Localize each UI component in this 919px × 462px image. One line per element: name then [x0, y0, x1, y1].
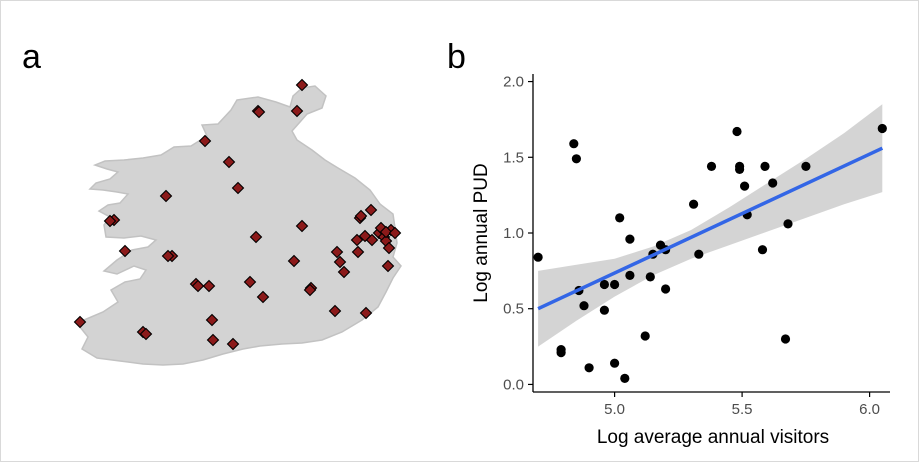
- panel-label-b: b: [447, 38, 466, 76]
- site-marker: [359, 306, 373, 320]
- scatter-point: [599, 279, 610, 290]
- scatter-point: [780, 334, 791, 344]
- scatter-point: [625, 270, 635, 280]
- scatter-point: [768, 178, 778, 188]
- scatter-point: [625, 234, 635, 244]
- scatter-point: [740, 181, 750, 191]
- scatter-point: [615, 213, 625, 223]
- site-marker: [161, 249, 175, 263]
- site-marker: [388, 226, 402, 240]
- site-marker: [73, 315, 87, 329]
- site-marker: [198, 134, 212, 148]
- scatter-point: [556, 348, 566, 358]
- y-axis-ticks: 0.0 0.5 1.0 1.5 2.0: [503, 74, 533, 393]
- site-marker: [118, 244, 132, 258]
- site-marker: [303, 283, 317, 297]
- x-axis-title: Log average annual visitors: [597, 427, 829, 448]
- scatter-point: [735, 164, 745, 174]
- site-marker: [139, 327, 153, 341]
- scatter-point: [706, 161, 717, 171]
- y-tick-label: 0.0: [503, 376, 524, 393]
- y-axis-title: Log annual PUD: [471, 163, 492, 302]
- y-tick-label: 2.0: [503, 74, 524, 91]
- site-marker: [350, 233, 364, 247]
- site-marker: [381, 259, 395, 273]
- site-marker: [354, 209, 368, 223]
- site-marker: [243, 275, 257, 289]
- site-marker: [205, 313, 219, 327]
- scatter-point: [610, 358, 620, 368]
- scatter-point: [661, 284, 671, 294]
- trend-line: [537, 146, 884, 311]
- y-tick-label: 0.5: [503, 301, 524, 318]
- scatter-point: [645, 272, 655, 282]
- site-marker: [382, 241, 396, 255]
- site-marker: [328, 304, 342, 318]
- x-tick-label: 5.5: [732, 401, 753, 418]
- scatter-point: [640, 331, 650, 341]
- site-marker: [337, 265, 351, 279]
- ireland-landmass: [79, 85, 402, 366]
- site-marker: [222, 155, 236, 169]
- scatter-point: [571, 154, 582, 164]
- scatter-point: [579, 301, 589, 311]
- panel-label-a: a: [22, 38, 41, 76]
- site-marker: [191, 279, 205, 293]
- confidence-band: [538, 104, 883, 347]
- site-marker: [290, 104, 304, 118]
- scatter-point: [732, 126, 742, 137]
- site-marker: [364, 203, 378, 217]
- scatter-point: [689, 199, 699, 209]
- scatter-point: [610, 279, 620, 290]
- scatter-point: [569, 139, 579, 149]
- y-tick-label: 1.0: [503, 225, 524, 242]
- site-marker: [231, 181, 245, 195]
- site-marker: [206, 333, 220, 347]
- x-axis-ticks: 5.0 5.5 6.0: [604, 392, 880, 418]
- site-marker: [295, 78, 309, 92]
- scatter-point: [783, 219, 793, 229]
- scatter-point: [801, 161, 811, 171]
- site-marker: [256, 290, 270, 304]
- scatter-point: [757, 245, 768, 255]
- scatter-point: [694, 249, 704, 259]
- scatter-point: [620, 373, 630, 383]
- site-markers: [73, 78, 402, 351]
- site-marker: [330, 245, 344, 259]
- scatter-point: [584, 363, 594, 373]
- site-marker: [202, 279, 216, 293]
- x-tick-label: 5.0: [604, 401, 625, 418]
- site-marker: [351, 245, 365, 259]
- x-tick-label: 6.0: [859, 401, 880, 418]
- site-marker: [252, 105, 266, 119]
- site-marker: [365, 233, 379, 247]
- y-tick-label: 1.5: [503, 149, 524, 166]
- site-marker: [226, 337, 240, 351]
- site-marker: [159, 189, 173, 203]
- site-marker: [379, 225, 393, 239]
- scatter-point: [877, 123, 887, 134]
- site-marker: [287, 254, 301, 268]
- site-marker: [249, 230, 263, 244]
- site-marker: [333, 255, 347, 269]
- scatter-point: [533, 252, 543, 262]
- site-marker: [103, 214, 117, 228]
- site-marker: [295, 219, 309, 233]
- scatter-point: [599, 305, 610, 315]
- scatter-point: [760, 161, 770, 171]
